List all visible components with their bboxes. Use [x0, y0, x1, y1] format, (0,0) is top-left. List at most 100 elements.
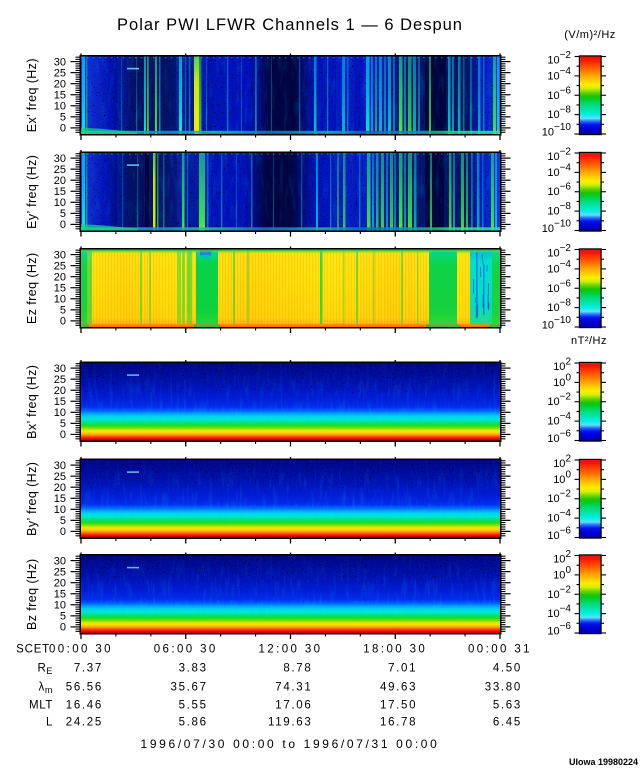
svg-text:25: 25 — [54, 374, 66, 386]
svg-text:30: 30 — [54, 555, 66, 567]
svg-text:56.56: 56.56 — [66, 682, 103, 694]
svg-text:0: 0 — [60, 622, 66, 634]
svg-text:35.67: 35.67 — [170, 682, 207, 694]
svg-text:10−6: 10−6 — [547, 278, 571, 295]
svg-text:5.63: 5.63 — [493, 700, 522, 712]
svg-text:102: 102 — [553, 454, 571, 471]
svg-text:5.55: 5.55 — [179, 700, 208, 712]
svg-text:20: 20 — [54, 175, 66, 187]
svg-text:15: 15 — [54, 396, 66, 408]
svg-text:10−2: 10−2 — [547, 392, 571, 409]
svg-text:10−10: 10−10 — [542, 315, 572, 332]
svg-text:6.45: 6.45 — [493, 717, 522, 729]
svg-text:3.83: 3.83 — [179, 663, 208, 675]
svg-text:10: 10 — [54, 101, 66, 113]
svg-text:10−8: 10−8 — [547, 298, 571, 315]
svg-text:10−4: 10−4 — [547, 162, 571, 179]
svg-text:30: 30 — [54, 363, 66, 375]
svg-text:10: 10 — [54, 197, 66, 209]
svg-text:λm: λm — [39, 682, 53, 696]
svg-text:30: 30 — [54, 249, 66, 261]
svg-text:10: 10 — [54, 294, 66, 306]
svg-text:25: 25 — [54, 566, 66, 578]
svg-text:10−2: 10−2 — [547, 243, 571, 260]
svg-text:20: 20 — [54, 482, 66, 494]
svg-text:RE: RE — [37, 663, 53, 677]
svg-text:MLT: MLT — [29, 700, 53, 712]
svg-text:UIowa 19980224: UIowa 19980224 — [569, 757, 638, 767]
svg-text:5: 5 — [60, 305, 66, 317]
svg-text:00:00 31: 00:00 31 — [468, 644, 532, 656]
svg-text:0: 0 — [60, 219, 66, 231]
svg-text:49.63: 49.63 — [380, 682, 417, 694]
svg-text:100: 100 — [553, 469, 571, 486]
svg-text:10: 10 — [54, 600, 66, 612]
svg-text:74.31: 74.31 — [275, 682, 312, 694]
svg-text:10−6: 10−6 — [547, 526, 571, 543]
svg-text:5: 5 — [60, 418, 66, 430]
svg-text:5: 5 — [60, 515, 66, 527]
svg-text:Ex’ freq (Hz): Ex’ freq (Hz) — [25, 58, 39, 132]
svg-text:16.46: 16.46 — [66, 700, 103, 712]
svg-text:15: 15 — [54, 90, 66, 102]
svg-text:10−2: 10−2 — [547, 50, 571, 67]
svg-text:20: 20 — [54, 385, 66, 397]
svg-text:10−6: 10−6 — [547, 621, 571, 638]
svg-text:10−8: 10−8 — [547, 201, 571, 218]
svg-text:102: 102 — [553, 549, 571, 566]
svg-text:20: 20 — [54, 578, 66, 590]
svg-text:25: 25 — [54, 164, 66, 176]
svg-text:Ez freq (Hz): Ez freq (Hz) — [25, 252, 39, 323]
svg-text:10−4: 10−4 — [547, 66, 571, 83]
svg-text:Ey’ freq (Hz): Ey’ freq (Hz) — [25, 155, 39, 229]
svg-text:10−4: 10−4 — [547, 508, 571, 525]
svg-text:4.50: 4.50 — [493, 663, 522, 675]
svg-text:10−10: 10−10 — [542, 219, 572, 236]
svg-text:10−2: 10−2 — [547, 147, 571, 164]
svg-text:(V/m)²/Hz: (V/m)²/Hz — [564, 29, 616, 41]
svg-text:06:00 30: 06:00 30 — [154, 644, 218, 656]
svg-text:15: 15 — [54, 283, 66, 295]
svg-text:0: 0 — [60, 429, 66, 441]
svg-text:0: 0 — [60, 316, 66, 328]
svg-text:25: 25 — [54, 471, 66, 483]
svg-text:1996/07/30 00:00 to 1996/07/31: 1996/07/30 00:00 to 1996/07/31 00:00 — [141, 737, 440, 751]
svg-text:10−6: 10−6 — [547, 429, 571, 446]
svg-text:20: 20 — [54, 79, 66, 91]
svg-text:15: 15 — [54, 589, 66, 601]
svg-text:100: 100 — [553, 372, 571, 389]
svg-text:17.06: 17.06 — [275, 700, 312, 712]
svg-text:10: 10 — [54, 504, 66, 516]
svg-text:25: 25 — [54, 68, 66, 80]
svg-text:10−6: 10−6 — [547, 182, 571, 199]
svg-text:7.01: 7.01 — [388, 663, 417, 675]
svg-text:10−10: 10−10 — [542, 122, 572, 139]
svg-text:16.78: 16.78 — [380, 717, 417, 729]
svg-text:10−6: 10−6 — [547, 85, 571, 102]
svg-text:15: 15 — [54, 186, 66, 198]
svg-text:102: 102 — [553, 357, 571, 374]
svg-text:12:00 30: 12:00 30 — [259, 644, 323, 656]
svg-text:24.25: 24.25 — [66, 717, 103, 729]
svg-text:nT²/Hz: nT²/Hz — [571, 335, 607, 347]
svg-text:8.78: 8.78 — [283, 663, 312, 675]
svg-text:00:00 30: 00:00 30 — [49, 644, 113, 656]
svg-text:10−4: 10−4 — [547, 259, 571, 276]
svg-text:100: 100 — [553, 565, 571, 582]
svg-text:0: 0 — [60, 123, 66, 135]
svg-text:Polar PWI LFWR Channels 1 — 6: Polar PWI LFWR Channels 1 — 6 Despun — [117, 16, 463, 34]
svg-text:10−2: 10−2 — [547, 489, 571, 506]
svg-text:25: 25 — [54, 260, 66, 272]
svg-text:30: 30 — [54, 460, 66, 472]
svg-text:5: 5 — [60, 611, 66, 623]
svg-text:10−4: 10−4 — [547, 411, 571, 428]
svg-text:5.86: 5.86 — [179, 717, 208, 729]
svg-text:L: L — [46, 717, 53, 729]
svg-text:10−4: 10−4 — [547, 604, 571, 621]
svg-text:10−8: 10−8 — [547, 105, 571, 122]
svg-text:10: 10 — [54, 407, 66, 419]
svg-text:5: 5 — [60, 208, 66, 220]
svg-text:Bx’ freq (Hz): Bx’ freq (Hz) — [25, 365, 39, 439]
svg-text:7.37: 7.37 — [74, 663, 103, 675]
svg-text:Bz freq (Hz): Bz freq (Hz) — [25, 558, 39, 629]
